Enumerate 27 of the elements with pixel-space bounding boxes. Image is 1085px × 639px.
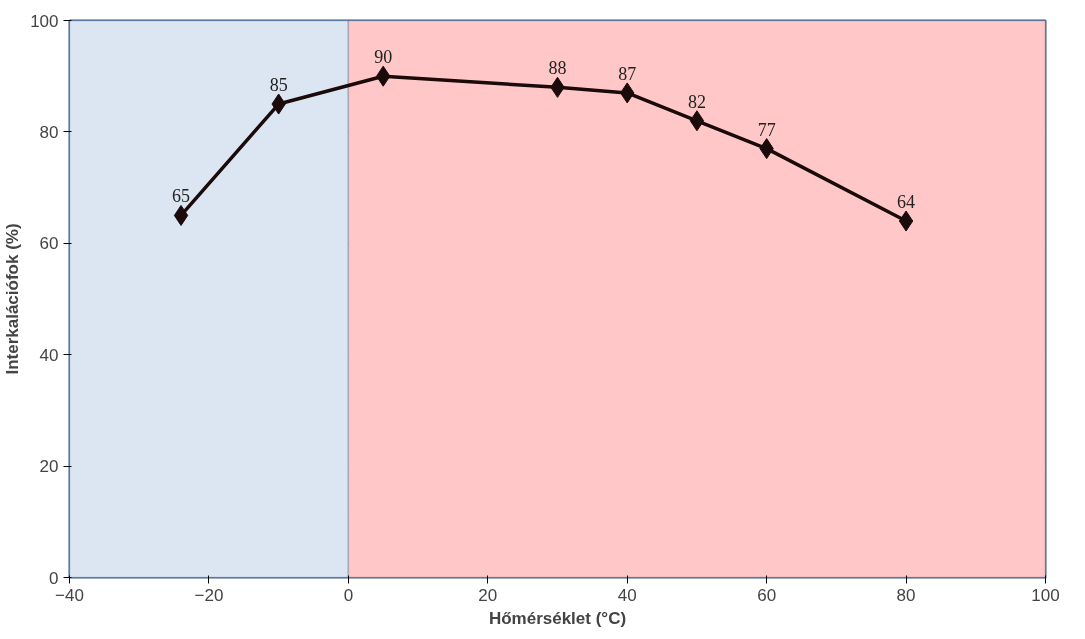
x-tick-label: 60 bbox=[757, 585, 777, 605]
x-tick-label: 20 bbox=[478, 585, 498, 605]
y-tick-label: 40 bbox=[39, 345, 59, 365]
x-tick-label: 0 bbox=[343, 585, 354, 605]
y-tick-label: 0 bbox=[49, 568, 59, 588]
data-label: 87 bbox=[618, 63, 637, 84]
data-label: 65 bbox=[172, 186, 191, 207]
y-tick-label: 60 bbox=[39, 234, 59, 254]
point bbox=[689, 110, 705, 132]
point bbox=[173, 204, 189, 226]
data-label: 88 bbox=[548, 58, 567, 79]
data-label: 90 bbox=[374, 47, 393, 68]
data-label: 64 bbox=[897, 192, 916, 213]
y-tick-label: 100 bbox=[30, 11, 59, 31]
data-label: 77 bbox=[757, 119, 776, 140]
x-tick-label: −20 bbox=[194, 585, 224, 605]
point bbox=[898, 210, 914, 232]
y-axis-title: Interkalációfok (%) bbox=[3, 223, 23, 375]
data-label: 82 bbox=[687, 91, 706, 112]
x-tick-label: 100 bbox=[1031, 585, 1060, 605]
x-axis-title: Hőmérséklet (°C) bbox=[488, 608, 627, 628]
y-tick-label: 20 bbox=[39, 457, 59, 477]
x-tick-label: −40 bbox=[55, 585, 84, 605]
data-label: 85 bbox=[269, 75, 288, 96]
x-tick-label: 80 bbox=[896, 585, 916, 605]
y-tick-label: 80 bbox=[39, 122, 59, 142]
x-tick-label: 40 bbox=[617, 585, 637, 605]
